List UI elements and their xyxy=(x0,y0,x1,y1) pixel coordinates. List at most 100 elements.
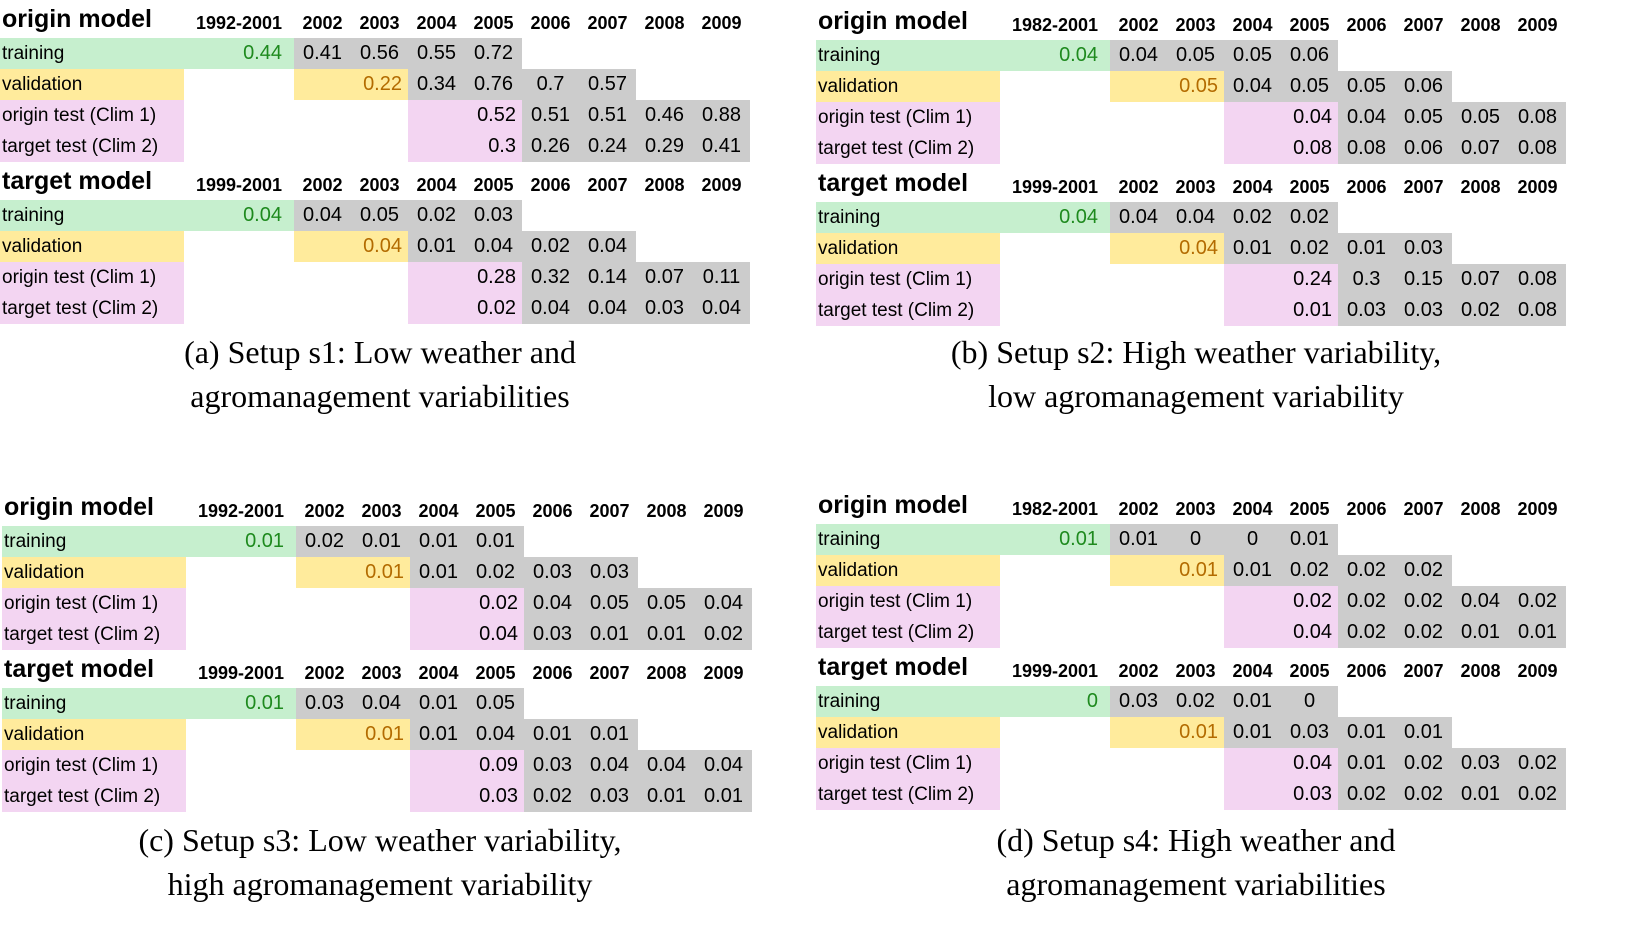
year-header: 2003 xyxy=(1175,499,1216,519)
year-header: 2006 xyxy=(530,175,571,195)
cell: 0.05 xyxy=(1167,71,1224,102)
cell xyxy=(1000,779,1110,810)
caption-line: (d) Setup s4: High weather and xyxy=(996,822,1396,858)
training-row: training 0.44 0.41 0.56 0.55 0.72 xyxy=(0,38,750,69)
cell: 0.02 xyxy=(467,557,524,588)
cell: 0.01 xyxy=(1338,717,1395,748)
year-header: 2007 xyxy=(589,501,630,521)
cell: 0.01 xyxy=(353,719,410,750)
header-row: target model 1999-2001 2002 2003 2004 20… xyxy=(2,650,752,688)
year-header: 1999-2001 xyxy=(1011,661,1099,681)
cell: 0.44 xyxy=(184,38,294,69)
row-label: origin test (Clim 1) xyxy=(816,264,1000,295)
cell: 0.04 xyxy=(1224,71,1281,102)
cell xyxy=(296,588,353,619)
caption-line: (b) Setup s2: High weather variability, xyxy=(950,334,1442,370)
year-header: 2005 xyxy=(1289,499,1330,519)
table-title: origin model xyxy=(818,491,968,519)
cell: 0.04 xyxy=(353,688,410,719)
cell: 0.01 xyxy=(1110,524,1167,555)
cell: 0.04 xyxy=(579,293,636,324)
cell xyxy=(1224,295,1281,326)
year-header: 2006 xyxy=(532,501,573,521)
year-header: 2009 xyxy=(1517,177,1558,197)
cell: 0.02 xyxy=(296,526,353,557)
row-label: validation xyxy=(2,719,186,750)
cell xyxy=(1338,686,1395,717)
cell: 0.04 xyxy=(465,231,522,262)
target-test-row: target test (Clim 2) 0.04 0.03 0.01 0.01… xyxy=(2,619,752,650)
year-header: 2007 xyxy=(1403,177,1444,197)
year-header: 2003 xyxy=(359,13,400,33)
cell: 0.02 xyxy=(1338,617,1395,648)
validation-row: validation 0.22 0.34 0.76 0.7 0.57 xyxy=(0,69,750,100)
cell: 0.03 xyxy=(636,293,693,324)
year-header: 2004 xyxy=(1232,15,1273,35)
cell xyxy=(636,200,693,231)
year-header: 2007 xyxy=(589,663,630,683)
cell xyxy=(1167,133,1224,164)
row-label: validation xyxy=(0,69,184,100)
cell xyxy=(410,781,467,812)
panel-c: origin model 1992-2001 2002 2003 2004 20… xyxy=(2,488,762,812)
year-header: 1999-2001 xyxy=(1011,177,1099,197)
row-label: training xyxy=(816,202,1000,233)
year-header: 2005 xyxy=(475,663,516,683)
caption-line: agromanagement variabilities xyxy=(190,378,570,414)
cell: 0.01 xyxy=(581,619,638,650)
cell xyxy=(1000,295,1110,326)
cell xyxy=(1167,102,1224,133)
header-row: origin model 1982-2001 2002 2003 2004 20… xyxy=(816,2,1566,40)
cell: 0.03 xyxy=(524,557,581,588)
row-label: origin test (Clim 1) xyxy=(0,262,184,293)
cell: 0.05 xyxy=(467,688,524,719)
caption-c: (c) Setup s3: Low weather variability, h… xyxy=(0,818,760,906)
year-header: 2002 xyxy=(1118,15,1159,35)
cell: 0.01 xyxy=(1338,233,1395,264)
cell: 0.04 xyxy=(693,293,750,324)
cell xyxy=(638,557,695,588)
cell: 0.04 xyxy=(1110,40,1167,71)
cell: 0.01 xyxy=(1224,555,1281,586)
cell xyxy=(1110,555,1167,586)
cell: 0.01 xyxy=(410,526,467,557)
cell: 0.51 xyxy=(579,100,636,131)
cell: 0.05 xyxy=(1167,40,1224,71)
row-label: validation xyxy=(816,555,1000,586)
cell xyxy=(638,688,695,719)
training-row: training 0.04 0.04 0.05 0.02 0.03 xyxy=(0,200,750,231)
cell xyxy=(636,231,693,262)
origin-model-table: origin model 1982-2001 2002 2003 2004 20… xyxy=(816,486,1566,648)
target-model-table: target model 1999-2001 2002 2003 2004 20… xyxy=(816,648,1566,810)
cell: 0.01 xyxy=(1281,524,1338,555)
cell: 0.02 xyxy=(1338,586,1395,617)
row-label: target test (Clim 2) xyxy=(2,781,186,812)
panel-b: origin model 1982-2001 2002 2003 2004 20… xyxy=(816,2,1576,326)
training-row: training 0.01 0.02 0.01 0.01 0.01 xyxy=(2,526,752,557)
cell: 0.57 xyxy=(579,69,636,100)
cell xyxy=(1110,264,1167,295)
table-title: target model xyxy=(818,653,969,681)
panel-d: origin model 1982-2001 2002 2003 2004 20… xyxy=(816,486,1576,810)
cell xyxy=(1167,586,1224,617)
row-label: origin test (Clim 1) xyxy=(2,750,186,781)
cell: 0.01 xyxy=(353,557,410,588)
cell: 0.01 xyxy=(410,719,467,750)
cell xyxy=(1338,202,1395,233)
year-header: 2009 xyxy=(703,663,744,683)
cell xyxy=(410,750,467,781)
cell: 0.01 xyxy=(408,231,465,262)
year-header: 2004 xyxy=(1232,177,1273,197)
cell: 0.02 xyxy=(1395,586,1452,617)
target-test-row: target test (Clim 2) 0.04 0.02 0.02 0.01… xyxy=(816,617,1566,648)
cell xyxy=(1167,748,1224,779)
caption-line: agromanagement variabilities xyxy=(1006,866,1386,902)
cell: 0.76 xyxy=(465,69,522,100)
row-label: target test (Clim 2) xyxy=(0,131,184,162)
cell xyxy=(408,262,465,293)
cell xyxy=(695,719,752,750)
header-row: origin model 1982-2001 2002 2003 2004 20… xyxy=(816,486,1566,524)
table-title: target model xyxy=(4,655,155,683)
cell xyxy=(1452,233,1509,264)
row-label: target test (Clim 2) xyxy=(816,295,1000,326)
